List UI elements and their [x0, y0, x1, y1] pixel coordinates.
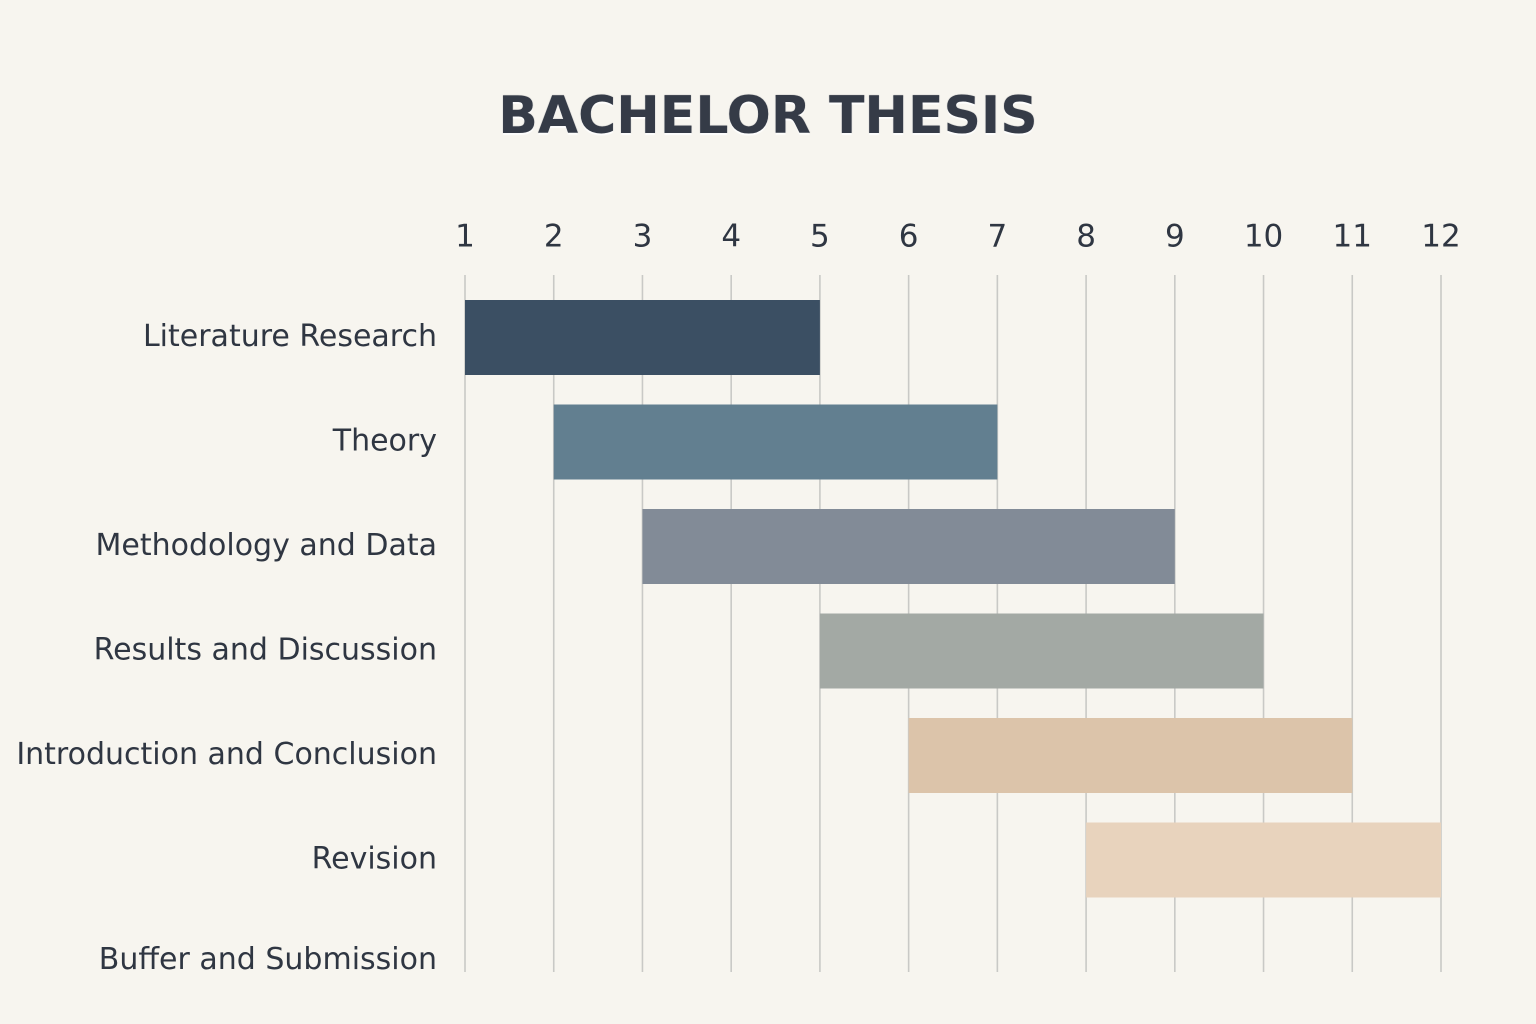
x-tick-label-2: 2 [544, 219, 564, 255]
task-label-buffer-and-submission: Buffer and Submission [99, 942, 437, 977]
task-label-methodology-and-data: Methodology and Data [96, 528, 438, 563]
x-tick-label-11: 11 [1333, 219, 1372, 255]
x-tick-label-9: 9 [1165, 219, 1185, 255]
x-tick-label-5: 5 [810, 219, 830, 255]
task-label-introduction-and-conclusion: Introduction and Conclusion [16, 737, 437, 772]
x-tick-label-10: 10 [1244, 219, 1283, 255]
task-labels: Literature Research Theory Methodology and… [16, 319, 437, 977]
task-label-results-and-discussion: Results and Discussion [94, 633, 437, 668]
task-label-revision: Revision [312, 842, 437, 877]
task-label-literature-research: Literature Research [143, 319, 437, 354]
x-tick-labels: 1 2 3 4 5 6 7 8 9 10 11 12 [455, 219, 1461, 255]
bar-revision [1086, 822, 1441, 898]
bar-results-and-discussion [819, 613, 1264, 689]
task-label-theory: Theory [332, 424, 437, 459]
bar-methodology-and-data [642, 509, 1175, 584]
x-tick-label-4: 4 [721, 219, 741, 255]
task-bars [465, 300, 1441, 898]
bar-introduction-and-conclusion [908, 718, 1353, 793]
bar-literature-research [465, 300, 820, 375]
x-tick-label-8: 8 [1076, 219, 1096, 255]
chart-title: BACHELOR THESIS [498, 86, 1038, 146]
x-tick-label-12: 12 [1421, 219, 1460, 255]
bar-theory [553, 404, 998, 480]
x-tick-label-1: 1 [455, 219, 475, 255]
x-tick-label-7: 7 [987, 219, 1007, 255]
x-tick-label-3: 3 [633, 219, 653, 255]
x-tick-label-6: 6 [899, 219, 919, 255]
